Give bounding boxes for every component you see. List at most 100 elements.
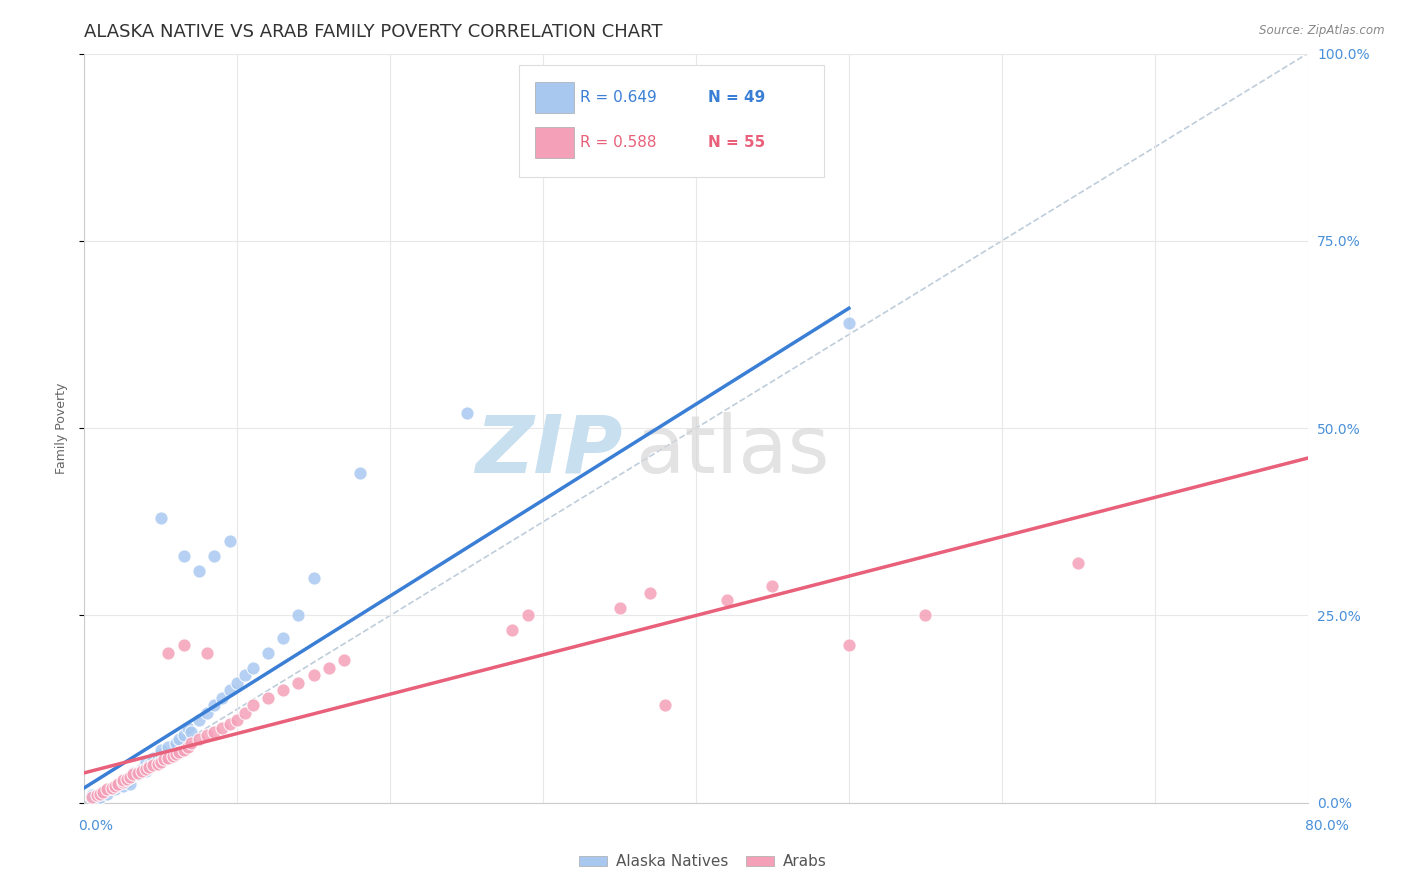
Point — [516, 608, 538, 623]
Point — [233, 668, 256, 682]
Point — [716, 593, 738, 607]
Text: ZIP: ZIP — [475, 411, 623, 490]
Point — [188, 732, 211, 747]
Point — [914, 608, 936, 623]
Text: 0.0%: 0.0% — [79, 819, 112, 833]
Point — [257, 646, 280, 660]
Point — [142, 751, 165, 765]
Point — [115, 772, 138, 786]
Point — [89, 789, 111, 804]
Point — [104, 780, 127, 794]
Point — [180, 736, 202, 750]
Point — [157, 751, 180, 765]
Point — [131, 764, 153, 779]
Point — [654, 698, 676, 713]
Point — [138, 760, 160, 774]
FancyBboxPatch shape — [534, 127, 574, 159]
Point — [226, 676, 249, 690]
Point — [211, 721, 233, 735]
Point — [761, 578, 783, 592]
Point — [153, 752, 176, 766]
Point — [838, 316, 860, 330]
Point — [91, 784, 114, 798]
Point — [142, 758, 165, 772]
Point — [138, 758, 160, 772]
Point — [218, 683, 240, 698]
Point — [188, 714, 211, 728]
Point — [127, 767, 149, 781]
Point — [165, 747, 187, 761]
Point — [180, 724, 202, 739]
Point — [157, 646, 180, 660]
FancyBboxPatch shape — [519, 65, 824, 178]
Y-axis label: Family Poverty: Family Poverty — [55, 383, 69, 474]
Point — [122, 767, 145, 781]
Point — [233, 706, 256, 720]
Point — [89, 787, 111, 801]
Point — [349, 466, 371, 480]
FancyBboxPatch shape — [534, 82, 574, 113]
Point — [96, 782, 118, 797]
Point — [167, 745, 190, 759]
Point — [111, 773, 134, 788]
Point — [162, 749, 184, 764]
Point — [173, 728, 195, 742]
Point — [609, 601, 631, 615]
Point — [202, 698, 225, 713]
Point — [91, 784, 114, 798]
Point — [167, 732, 190, 747]
Legend: Alaska Natives, Arabs: Alaska Natives, Arabs — [572, 848, 834, 875]
Point — [456, 406, 478, 420]
Point — [226, 714, 249, 728]
Point — [177, 721, 200, 735]
Text: R = 0.588: R = 0.588 — [579, 136, 657, 150]
Point — [120, 770, 142, 784]
Point — [80, 789, 103, 804]
Point — [146, 752, 169, 766]
Point — [218, 717, 240, 731]
Point — [107, 777, 129, 791]
Point — [177, 739, 200, 754]
Text: 80.0%: 80.0% — [1305, 819, 1350, 833]
Point — [257, 690, 280, 705]
Point — [111, 774, 134, 789]
Text: N = 55: N = 55 — [709, 136, 765, 150]
Point — [188, 564, 211, 578]
Point — [173, 639, 195, 653]
Point — [302, 571, 325, 585]
Point — [149, 747, 172, 761]
Point — [287, 608, 309, 623]
Point — [195, 706, 218, 720]
Text: Source: ZipAtlas.com: Source: ZipAtlas.com — [1260, 24, 1385, 37]
Point — [271, 683, 294, 698]
Text: N = 49: N = 49 — [709, 90, 765, 105]
Point — [202, 549, 225, 563]
Point — [135, 755, 157, 769]
Point — [242, 661, 264, 675]
Point — [101, 780, 124, 795]
Point — [127, 765, 149, 780]
Point — [107, 777, 129, 791]
Point — [120, 777, 142, 791]
Point — [242, 698, 264, 713]
Point — [149, 755, 172, 769]
Point — [333, 653, 356, 667]
Point — [149, 511, 172, 525]
Point — [211, 690, 233, 705]
Point — [86, 792, 108, 806]
Point — [120, 770, 142, 784]
Point — [86, 789, 108, 803]
Point — [135, 764, 157, 779]
Point — [131, 762, 153, 776]
Point — [96, 787, 118, 801]
Point — [318, 661, 340, 675]
Point — [287, 676, 309, 690]
Point — [101, 780, 124, 795]
Point — [271, 631, 294, 645]
Point — [195, 728, 218, 742]
Point — [502, 624, 524, 638]
Point — [157, 739, 180, 754]
Text: atlas: atlas — [636, 411, 830, 490]
Point — [302, 668, 325, 682]
Point — [1067, 556, 1090, 570]
